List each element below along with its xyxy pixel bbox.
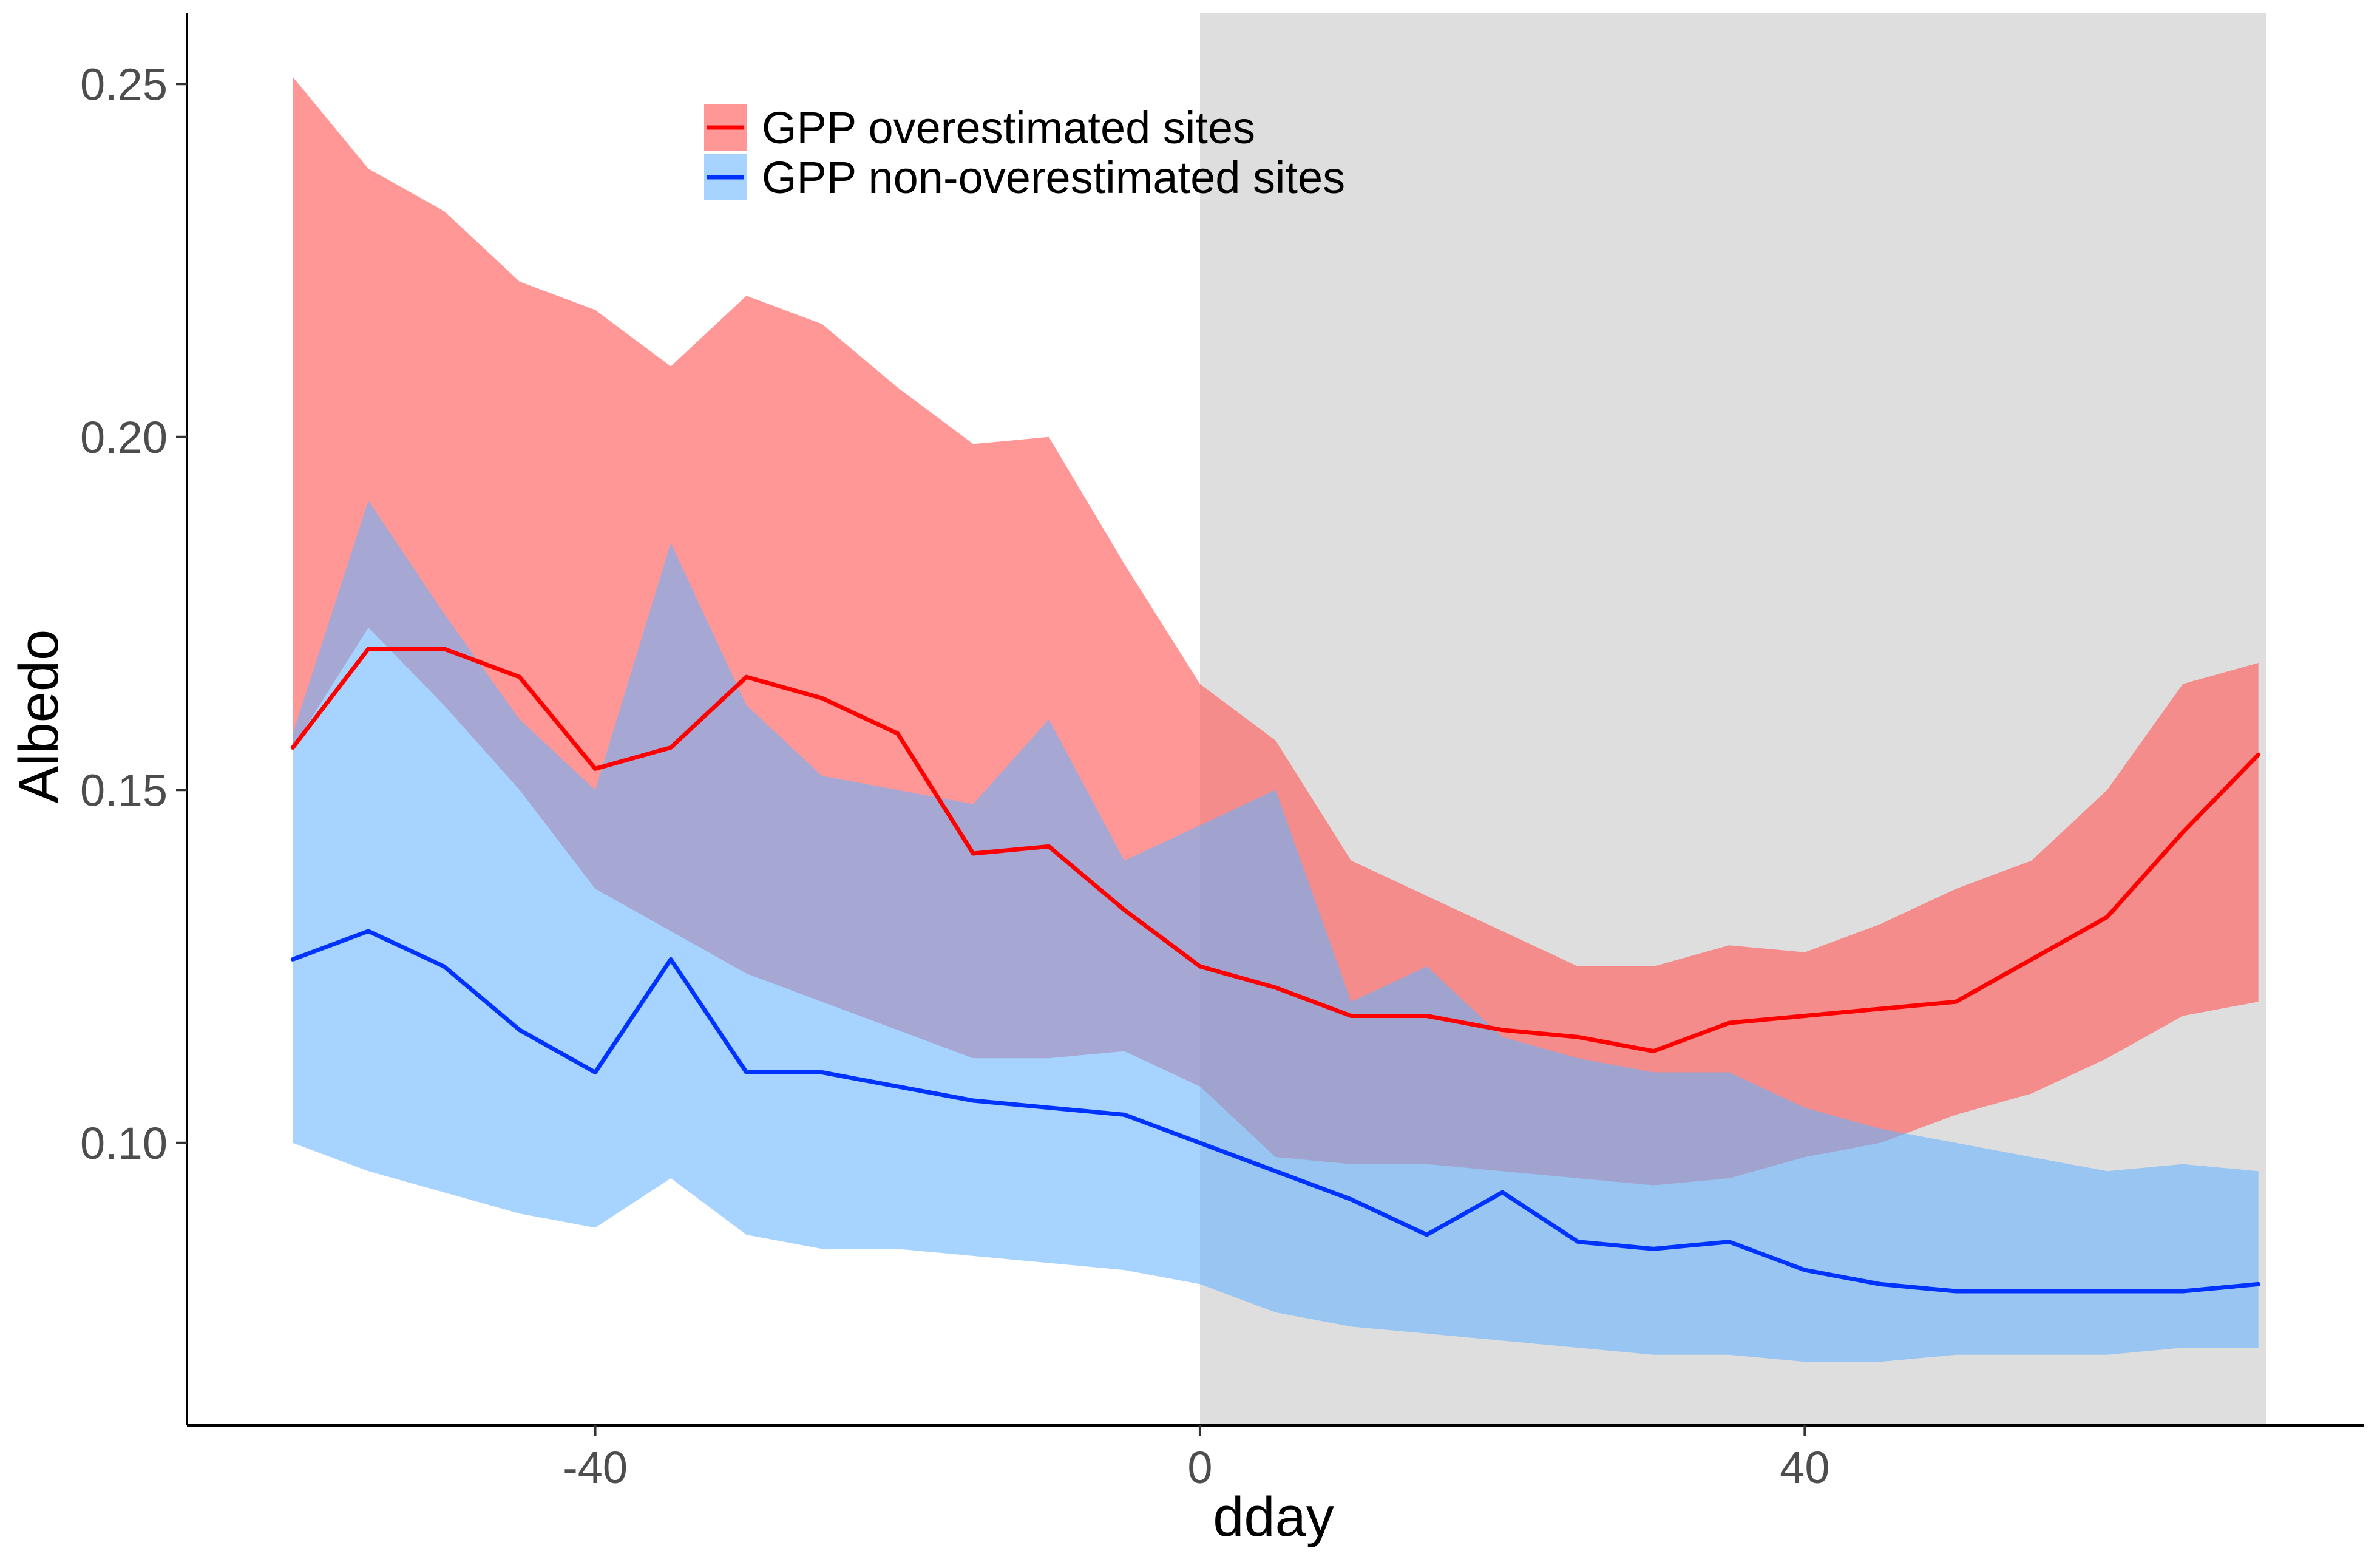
legend-label-2: GPP non-overestimated sites (762, 152, 1345, 203)
x-tick-label: 0 (1187, 1442, 1212, 1493)
y-axis-title: Albedo (8, 630, 70, 803)
axis-layer: -40 0 40 0.10 0.15 0.20 0.25 (80, 13, 2364, 1493)
y-tick-label: 0.10 (80, 1118, 168, 1169)
y-tick-label: 0.20 (80, 412, 168, 463)
ribbon-layer (293, 76, 2259, 1362)
legend-label-1: GPP overestimated sites (762, 103, 1255, 153)
line-series-2 (290, 929, 2261, 1294)
x-tick-label: 40 (1780, 1442, 1829, 1493)
y-tick-label: 0.25 (80, 59, 168, 109)
line-layer (290, 647, 2261, 1294)
x-axis-title: dday (1213, 1486, 1334, 1548)
line-series-1 (290, 647, 2261, 1054)
ribbon-series-2 (293, 500, 2259, 1362)
x-tick-label: -40 (563, 1442, 628, 1493)
y-tick-label: 0.15 (80, 765, 168, 815)
